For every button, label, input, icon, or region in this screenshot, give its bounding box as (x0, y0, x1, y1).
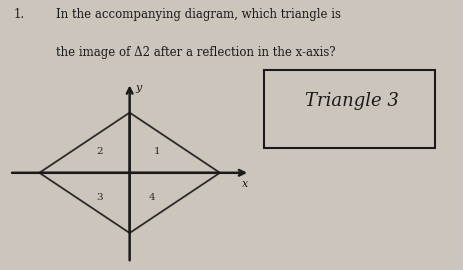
Text: x: x (242, 179, 248, 189)
Text: 4: 4 (149, 193, 156, 202)
Text: 3: 3 (96, 193, 103, 202)
Text: 1.: 1. (14, 8, 25, 21)
Text: In the accompanying diagram, which triangle is: In the accompanying diagram, which trian… (56, 8, 341, 21)
Text: y: y (136, 83, 142, 93)
Text: Triangle 3: Triangle 3 (305, 92, 399, 110)
Text: the image of Δ2 after a reflection in the x-axis?: the image of Δ2 after a reflection in th… (56, 46, 335, 59)
FancyBboxPatch shape (264, 70, 436, 148)
Text: 1: 1 (154, 147, 161, 156)
Text: 2: 2 (96, 147, 103, 156)
